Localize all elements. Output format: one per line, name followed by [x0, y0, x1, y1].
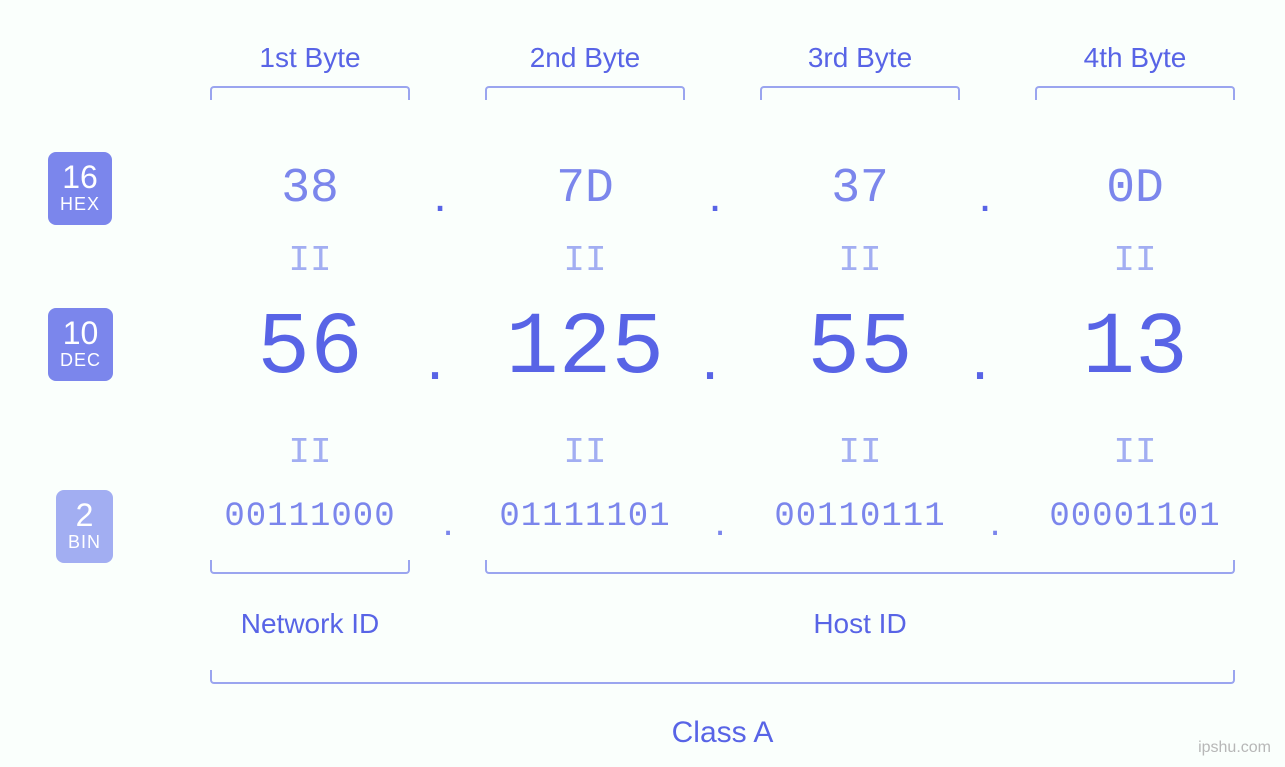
equals-dec-bin-1: II [210, 432, 410, 473]
bin-byte-4: 00001101 [1005, 498, 1265, 536]
bin-byte-2: 01111101 [455, 498, 715, 536]
equals-dec-bin-4: II [1035, 432, 1235, 473]
badge-bin: 2 BIN [56, 490, 113, 563]
network-id-label: Network ID [210, 608, 410, 640]
hex-byte-2: 7D [485, 162, 685, 216]
bin-byte-3: 00110111 [730, 498, 990, 536]
badge-bin-num: 2 [68, 498, 101, 533]
dec-byte-4: 13 [1015, 300, 1255, 399]
dec-byte-2: 125 [465, 300, 705, 399]
hex-dot-2: . [695, 168, 735, 223]
dec-dot-2: . [690, 320, 730, 394]
badge-dec-num: 10 [60, 316, 101, 351]
bracket-byte-4 [1035, 86, 1235, 100]
badge-hex-txt: HEX [60, 195, 100, 215]
equals-dec-bin-3: II [760, 432, 960, 473]
class-label: Class A [210, 716, 1235, 750]
equals-hex-dec-4: II [1035, 240, 1235, 281]
equals-hex-dec-3: II [760, 240, 960, 281]
hex-dot-3: . [965, 168, 1005, 223]
badge-hex: 16 HEX [48, 152, 112, 225]
bracket-byte-2 [485, 86, 685, 100]
byte-label-3: 3rd Byte [760, 42, 960, 74]
hex-dot-1: . [420, 168, 460, 223]
byte-label-4: 4th Byte [1035, 42, 1235, 74]
badge-bin-txt: BIN [68, 533, 101, 553]
dec-byte-3: 55 [740, 300, 980, 399]
hex-byte-1: 38 [210, 162, 410, 216]
bin-byte-1: 00111000 [180, 498, 440, 536]
dec-dot-1: . [415, 320, 455, 394]
watermark: ipshu.com [1198, 739, 1271, 757]
badge-dec-txt: DEC [60, 351, 101, 371]
ip-byte-diagram: 1st Byte 2nd Byte 3rd Byte 4th Byte 16 H… [0, 0, 1285, 767]
byte-label-2: 2nd Byte [485, 42, 685, 74]
badge-dec: 10 DEC [48, 308, 113, 381]
bracket-byte-1 [210, 86, 410, 100]
hex-byte-4: 0D [1035, 162, 1235, 216]
badge-hex-num: 16 [60, 160, 100, 195]
equals-hex-dec-2: II [485, 240, 685, 281]
bracket-class [210, 670, 1235, 684]
hex-byte-3: 37 [760, 162, 960, 216]
bracket-host-id [485, 560, 1235, 574]
equals-hex-dec-1: II [210, 240, 410, 281]
bracket-network-id [210, 560, 410, 574]
dec-dot-3: . [960, 320, 1000, 394]
equals-dec-bin-2: II [485, 432, 685, 473]
dec-byte-1: 56 [190, 300, 430, 399]
host-id-label: Host ID [485, 608, 1235, 640]
bracket-byte-3 [760, 86, 960, 100]
byte-label-1: 1st Byte [210, 42, 410, 74]
